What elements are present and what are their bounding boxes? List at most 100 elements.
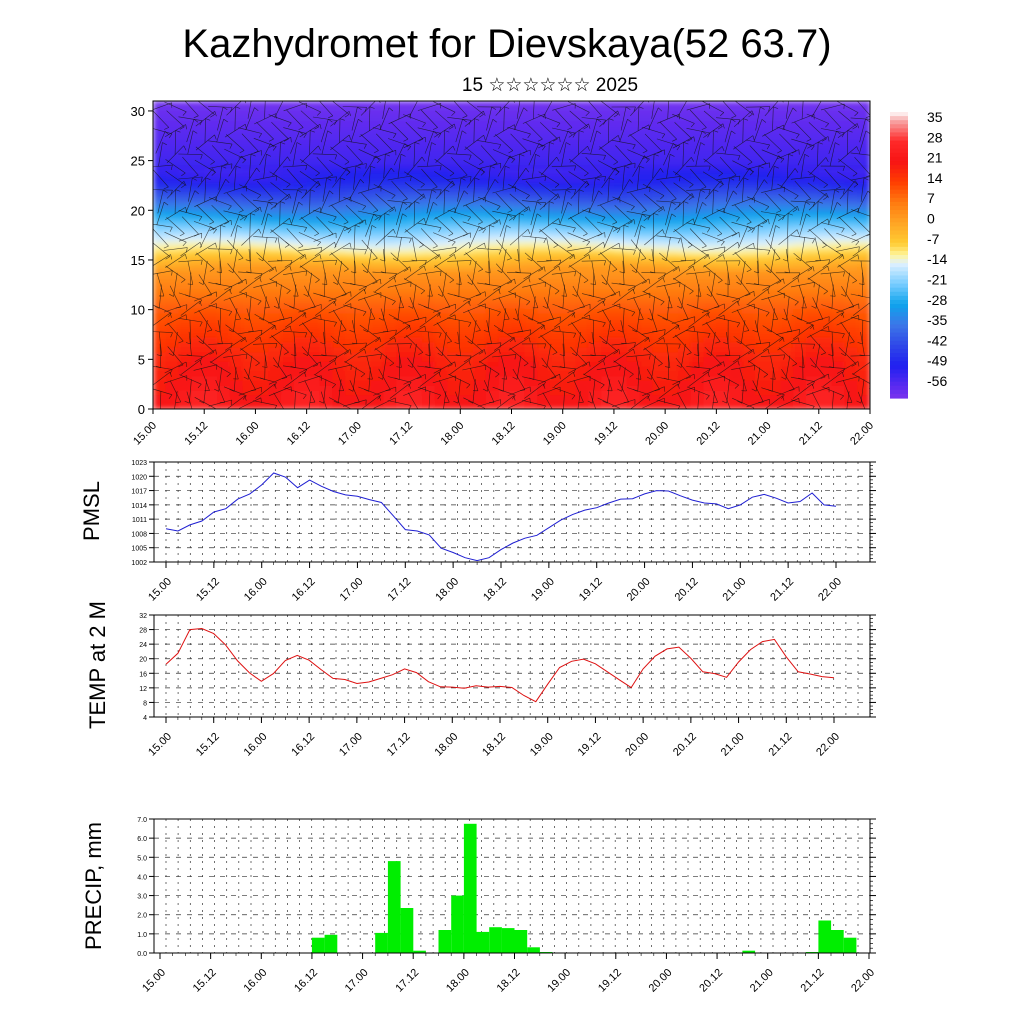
heatmap-cell <box>588 206 602 213</box>
wind-barb <box>521 175 546 181</box>
heatmap-cell <box>345 360 359 367</box>
heatmap-cell <box>485 365 500 372</box>
heatmap-cell <box>447 399 462 405</box>
heatmap-cell <box>729 226 743 232</box>
heatmap-cell <box>754 389 769 396</box>
heatmap-cell <box>332 327 346 333</box>
heatmap-cell <box>741 202 756 208</box>
heatmap-cell <box>549 380 564 386</box>
heatmap-cell <box>562 332 577 338</box>
heatmap-cell <box>524 365 538 372</box>
heatmap-cell <box>370 293 385 300</box>
heatmap-cell <box>844 101 858 107</box>
heatmap-cell <box>677 192 692 199</box>
heatmap-cell <box>383 153 398 160</box>
heatmap-cell <box>357 153 372 160</box>
wind-barb-flag <box>243 376 249 380</box>
heatmap-cell <box>217 101 231 107</box>
heatmap-cell <box>537 144 551 150</box>
heatmap-cell <box>844 360 858 367</box>
heatmap-cell <box>716 375 730 381</box>
heatmap-cell <box>690 197 705 203</box>
wind-barb-flag <box>483 110 486 116</box>
heatmap-cell <box>575 168 590 174</box>
heatmap-cell <box>165 312 180 319</box>
heatmap-cell <box>805 206 820 213</box>
wind-barb <box>472 379 476 404</box>
heatmap-cell <box>473 288 487 295</box>
heatmap-cell <box>524 351 538 357</box>
wind-barb <box>531 237 537 261</box>
wind-barb-flag <box>527 229 531 235</box>
wind-barb-flag <box>369 106 375 109</box>
heatmap-cell <box>767 168 782 174</box>
wind-barb-flag <box>314 126 319 130</box>
wind-barb-flag <box>544 176 547 182</box>
heatmap-cell <box>268 168 282 174</box>
heatmap-cell <box>165 120 180 126</box>
heatmap-cell <box>511 365 526 372</box>
heatmap-cell <box>357 139 372 146</box>
heatmap-cell <box>793 322 807 328</box>
heatmap-cell <box>357 255 372 261</box>
heatmap-cell <box>741 163 756 170</box>
heatmap-cell <box>255 173 270 179</box>
heatmap-cell <box>524 322 538 328</box>
wind-barb <box>241 228 260 246</box>
heatmap-cell <box>537 158 551 165</box>
wind-barb <box>432 303 456 313</box>
heatmap-cell <box>153 105 167 112</box>
heatmap-cell <box>409 211 423 218</box>
wind-barb <box>379 107 390 131</box>
heatmap-cell <box>665 293 679 300</box>
wind-barb <box>320 119 329 143</box>
heatmap-cell <box>818 158 833 165</box>
wind-barb <box>538 325 560 339</box>
heatmap-cell <box>255 197 270 203</box>
heatmap-cell <box>652 129 666 136</box>
heatmap-cell <box>447 307 462 314</box>
wind-barb <box>482 179 496 201</box>
heatmap-cell <box>562 182 577 189</box>
heatmap-cell <box>652 346 666 353</box>
heatmap-cell <box>460 206 474 213</box>
heatmap-cell <box>293 250 308 256</box>
heatmap-cell <box>639 144 654 150</box>
heatmap-cell <box>729 192 743 199</box>
heatmap-cell <box>831 158 846 165</box>
heatmap-cell <box>626 360 641 367</box>
heatmap-cell <box>626 115 641 122</box>
heatmap-cell <box>575 288 590 295</box>
heatmap-cell <box>729 115 743 122</box>
heatmap-cell <box>473 134 487 141</box>
heatmap-cell <box>460 351 474 357</box>
heatmap-cell <box>677 322 692 328</box>
heatmap-cell <box>293 317 308 324</box>
heatmap-cell <box>396 336 410 343</box>
heatmap-cell <box>831 149 846 155</box>
heatmap-cell <box>383 182 398 189</box>
heatmap-cell <box>831 105 846 112</box>
heatmap-cell <box>549 279 564 285</box>
heatmap-cell <box>485 375 500 381</box>
wind-barb-flag <box>245 353 248 359</box>
heatmap-cell <box>345 149 359 155</box>
heatmap-cell <box>818 327 833 333</box>
wind-barb-flag <box>280 201 286 204</box>
heatmap-cell <box>741 158 756 165</box>
heatmap-cell <box>306 365 321 372</box>
wind-barb <box>153 169 169 188</box>
heatmap-cell <box>729 245 743 251</box>
wind-barb-flag <box>453 400 459 404</box>
heatmap-cell <box>677 317 692 324</box>
wind-barb-flag <box>199 321 203 327</box>
heatmap-cell <box>677 332 692 338</box>
heatmap-cell <box>409 168 423 174</box>
heatmap-cell <box>217 158 231 165</box>
wind-barb <box>548 142 550 167</box>
heatmap-cell <box>255 110 270 117</box>
wind-barb <box>253 175 277 181</box>
heatmap-cell <box>831 216 846 223</box>
heatmap-cell <box>242 399 257 405</box>
heatmap-cell <box>716 101 730 107</box>
